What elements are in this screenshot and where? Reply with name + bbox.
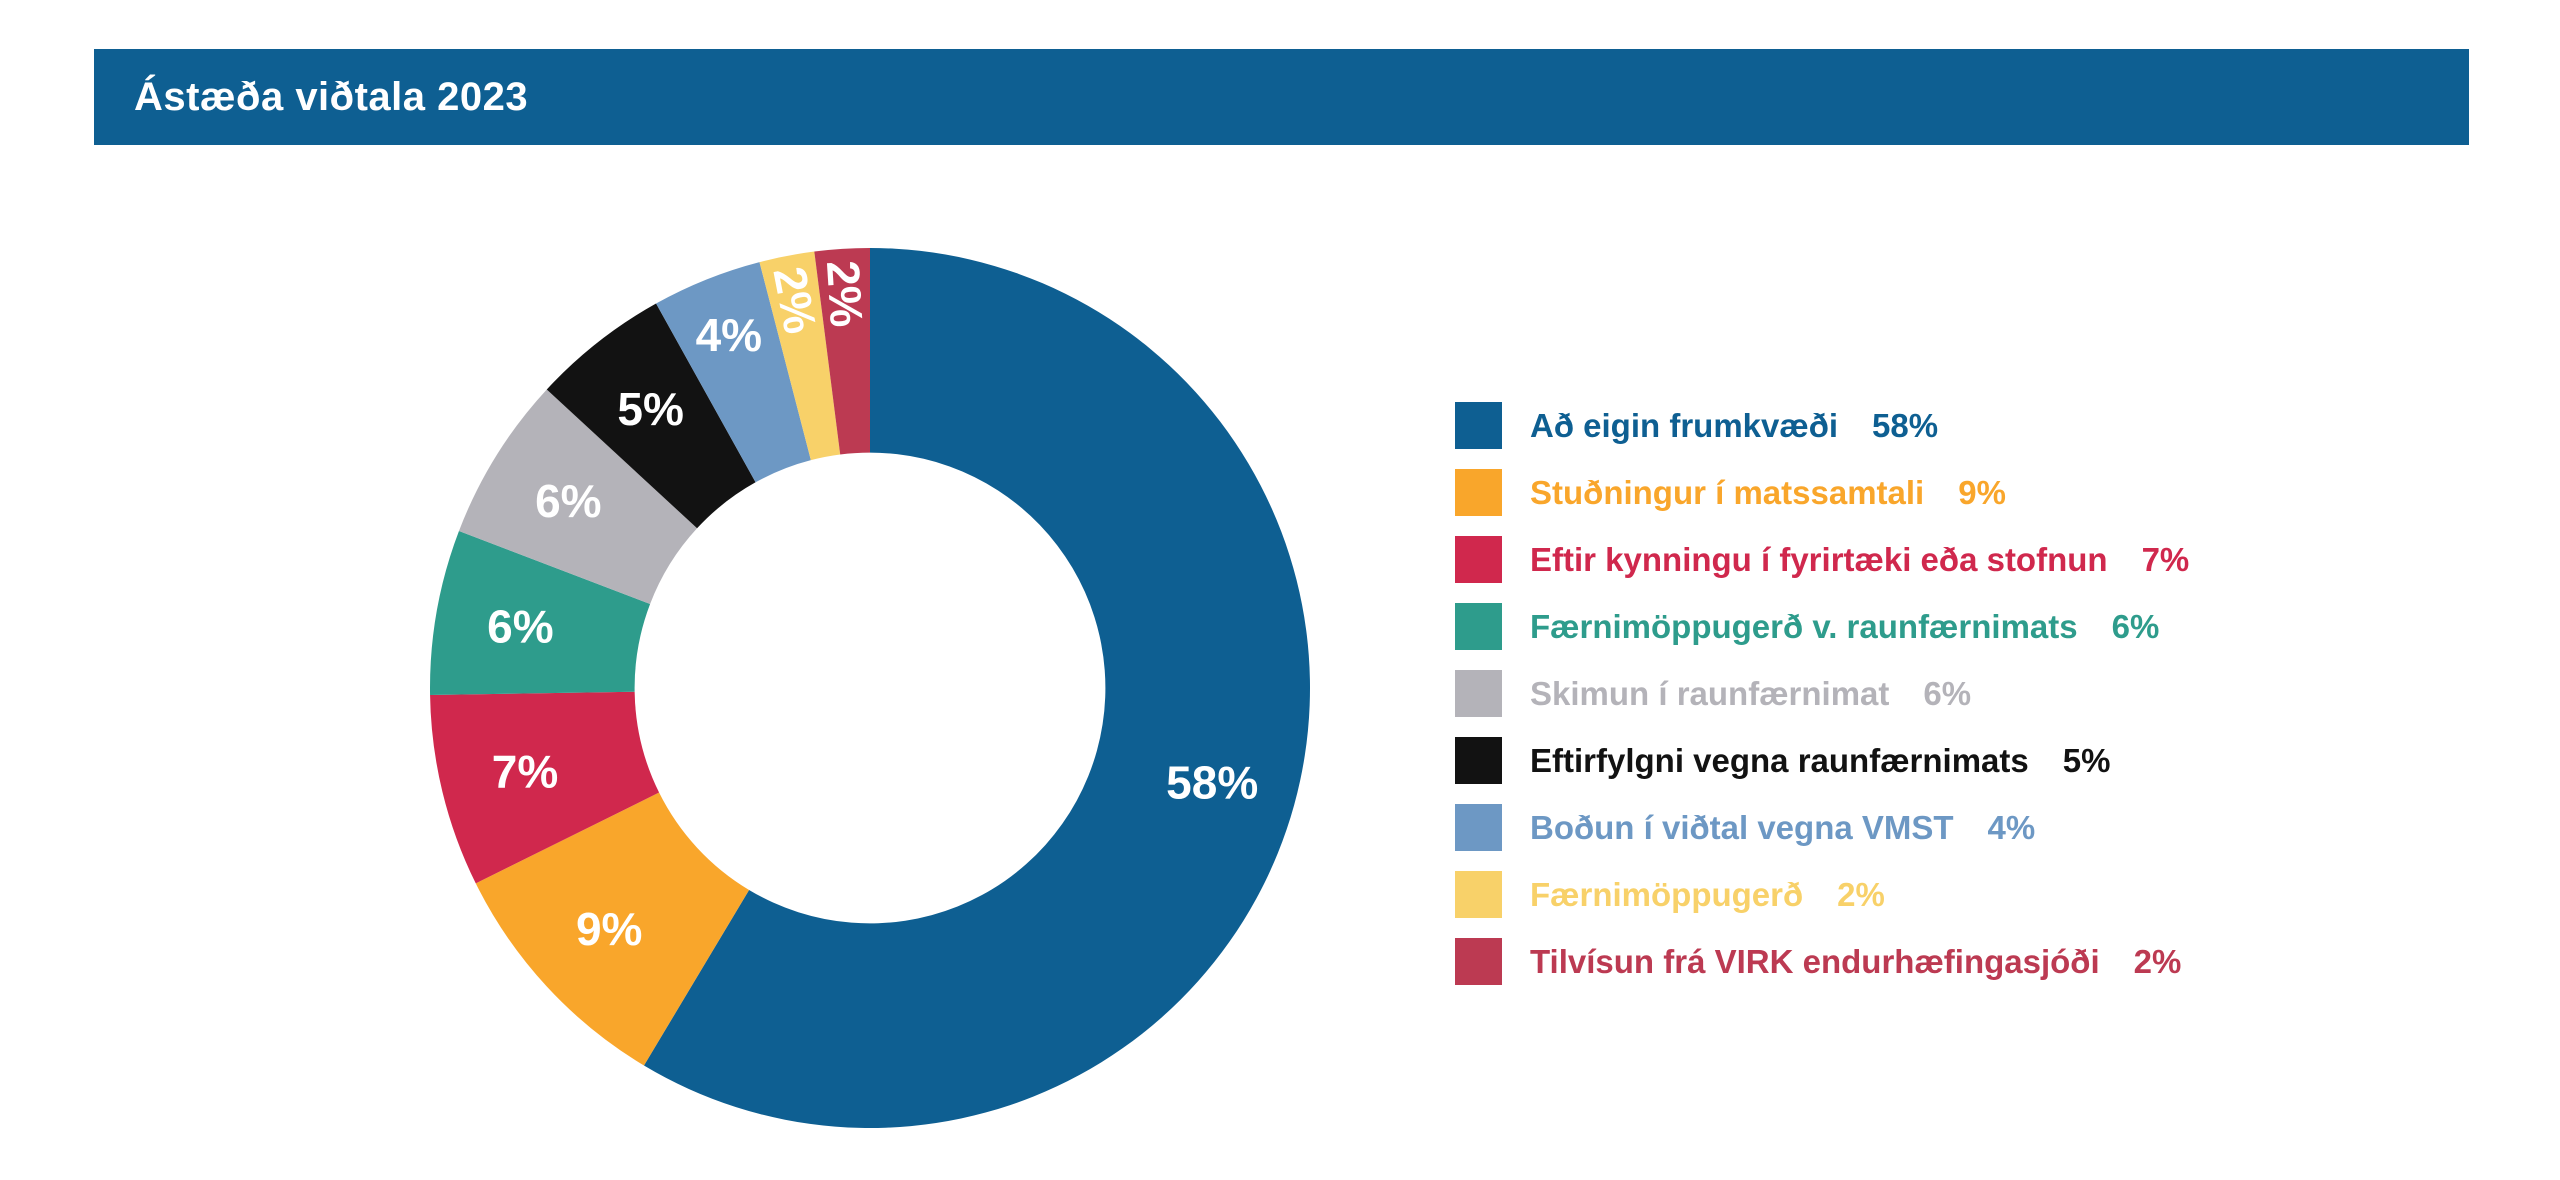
legend-item-label: Færnimöppugerð (1530, 875, 1804, 913)
legend-item-3: Færnimöppugerð v. raunfærnimats 6% (1455, 603, 2189, 650)
slice-label-8: 2% (817, 259, 873, 329)
chart-legend: Að eigin frumkvæði 58% Stuðningur í matssa… (1455, 402, 2189, 985)
slice-label-3: 6% (487, 600, 553, 652)
legend-item-1: Stuðningur í matssamtali 9% (1455, 469, 2189, 516)
legend-swatch-icon (1455, 670, 1502, 717)
legend-item-value: 6% (1923, 674, 1972, 712)
legend-item-value: 9% (1958, 473, 2006, 511)
legend-item-value: 4% (1987, 808, 2036, 846)
legend-swatch-icon (1455, 469, 1502, 516)
legend-item-4: Skimun í raunfærnimat 6% (1455, 670, 2189, 717)
pie-slice-1 (475, 792, 750, 1066)
pie-slice-8 (814, 248, 870, 455)
legend-item-2: Eftir kynningu í fyrirtæki eða stofnun 7% (1455, 536, 2189, 583)
legend-item-value: 5% (2062, 741, 2111, 779)
page-title: Ástæða viðtala 2023 (134, 74, 529, 119)
legend-item-7: Færnimöppugerð 2% (1455, 871, 2189, 918)
legend-item-label: Tilvísun frá VIRK endurhæfingasjóði (1530, 942, 2100, 980)
title-bar: Ástæða viðtala 2023 (94, 49, 2469, 145)
legend-item-value: 6% (2111, 607, 2160, 645)
legend-swatch-icon (1455, 402, 1502, 449)
legend-item-value: 2% (2133, 942, 2182, 980)
legend-item-label: Færnimöppugerð v. raunfærnimats (1530, 607, 2078, 645)
legend-item-8: Tilvísun frá VIRK endurhæfingasjóði 2% (1455, 938, 2189, 985)
pie-slice-2 (430, 691, 660, 884)
legend-item-label: Að eigin frumkvæði (1530, 406, 1839, 444)
slice-label-5: 5% (617, 383, 683, 435)
legend-swatch-icon (1455, 804, 1502, 851)
donut-chart-area: 58% 9% 7% 6% 6% 5% 4% 2% 2% (420, 238, 1320, 1138)
legend-item-label: Stuðningur í matssamtali (1530, 473, 1925, 511)
slice-label-6: 4% (696, 309, 762, 361)
legend-item-label: Skimun í raunfærnimat (1530, 674, 1890, 712)
legend-item-value: 2% (1837, 875, 1885, 913)
legend-swatch-icon (1455, 737, 1502, 784)
pie-slice-7 (759, 251, 841, 461)
pie-slice-0 (643, 248, 1311, 1128)
legend-item-0: Að eigin frumkvæði 58% (1455, 402, 2189, 449)
legend-item-value: 7% (2141, 540, 2190, 578)
pie-slice-4 (458, 389, 698, 604)
slice-label-4: 6% (535, 475, 601, 527)
pie-slice-6 (656, 262, 811, 483)
legend-swatch-icon (1455, 536, 1502, 583)
legend-swatch-icon (1455, 938, 1502, 985)
donut-chart: 58%9%7%6%6%5%4% 2%2% (430, 248, 1311, 1128)
legend-item-label: Boðun í viðtal vegna VMST (1530, 808, 1954, 846)
legend-item-6: Boðun í viðtal vegna VMST 4% (1455, 804, 2189, 851)
slice-label-2: 7% (492, 746, 558, 798)
legend-item-value: 58% (1872, 406, 1939, 444)
pie-slice-3 (430, 530, 651, 695)
pie-slice-5 (546, 303, 756, 529)
legend-item-label: Eftirfylgni vegna raunfærnimats (1530, 741, 2029, 779)
legend-swatch-icon (1455, 871, 1502, 918)
slice-label-1: 9% (576, 903, 642, 955)
legend-item-label: Eftir kynningu í fyrirtæki eða stofnun (1530, 540, 2108, 578)
slice-label-0: 58% (1166, 757, 1258, 809)
legend-swatch-icon (1455, 603, 1502, 650)
legend-item-5: Eftirfylgni vegna raunfærnimats 5% (1455, 737, 2189, 784)
slice-label-7: 2% (763, 263, 827, 338)
